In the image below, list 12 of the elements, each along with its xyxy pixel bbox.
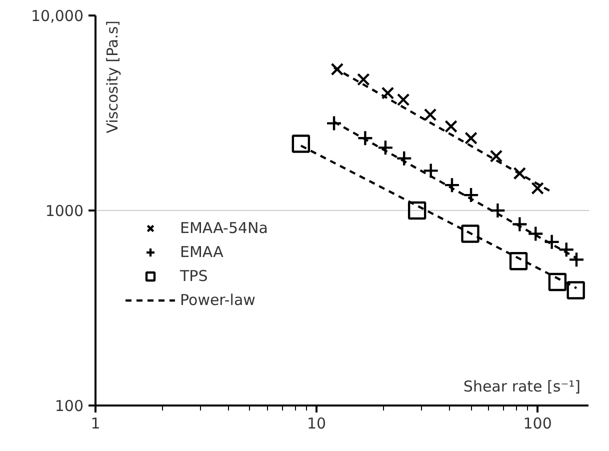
legend-label: EMAA-54Na: [180, 219, 268, 237]
legend-label: EMAA: [180, 243, 224, 261]
y-tick-label: 10,000: [31, 7, 84, 25]
x-tick-label: 10: [306, 414, 326, 432]
y-axis-title: Viscosity [Pa.s]: [104, 20, 122, 134]
x-tick-label: 100: [523, 414, 552, 432]
y-tick-label: 1000: [45, 202, 84, 220]
legend-label: TPS: [180, 267, 208, 285]
x-tick-label: 1: [90, 414, 100, 432]
y-tick-label: 100: [54, 397, 84, 415]
x-axis-title: Shear rate [s⁻¹]: [463, 378, 581, 396]
legend-label: Power-law: [180, 291, 256, 309]
